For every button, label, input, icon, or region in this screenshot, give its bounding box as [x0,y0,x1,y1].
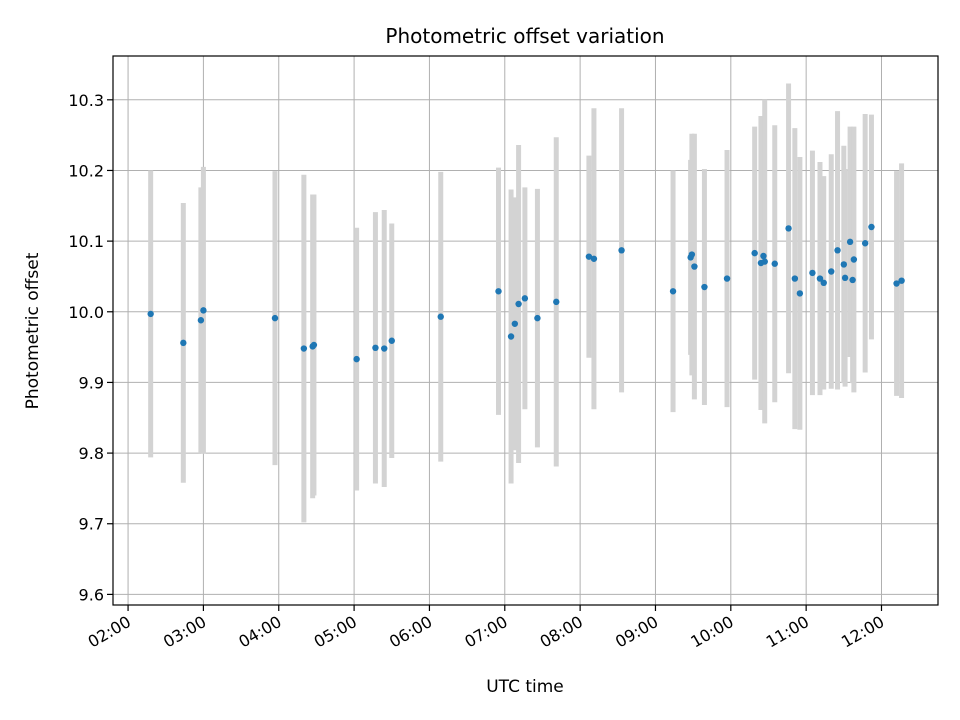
data-point [691,263,698,270]
data-points [147,223,905,363]
x-tick-label: 04:00 [235,612,284,652]
x-tick-label: 09:00 [612,612,661,652]
x-tick-label: 03:00 [160,612,209,652]
data-point [618,247,625,254]
data-point [841,274,849,282]
data-point [388,337,395,344]
x-tick-label: 06:00 [386,612,435,652]
x-tick-label: 08:00 [537,612,586,652]
y-tick-label: 10.2 [68,161,104,180]
data-point [816,275,824,282]
data-point [437,313,444,320]
x-tick-label: 11:00 [763,612,812,652]
data-point [791,275,799,282]
data-point [197,317,205,324]
data-point [850,256,858,263]
data-point [200,307,207,314]
data-point [898,277,905,284]
y-tick-label: 9.8 [79,444,104,463]
data-point [495,288,502,295]
data-point [372,344,379,352]
x-tick-label: 02:00 [85,612,134,652]
y-tick-label: 9.6 [79,585,104,604]
data-point [846,238,854,246]
data-point [353,355,360,363]
data-point [521,295,529,302]
data-point [834,247,841,254]
data-point [796,290,804,297]
error-bars [148,83,905,523]
data-point [723,275,731,282]
data-point [590,255,598,262]
chart-title: Photometric offset variation [385,24,664,48]
data-point [760,252,767,260]
data-point [585,253,593,260]
x-tick-label: 10:00 [687,612,736,652]
data-point [840,261,848,268]
x-tick-label: 05:00 [311,612,360,652]
data-point [701,283,708,291]
data-point [180,339,187,347]
data-point [761,258,768,265]
y-tick-label: 10.0 [68,303,104,322]
data-point [751,249,758,257]
plot-frame [112,55,939,606]
data-point [688,251,696,258]
data-point [300,345,308,352]
x-axis-label: UTC time [486,677,564,697]
data-point [310,341,318,349]
data-point [553,298,560,306]
data-point [820,279,827,287]
data-point [809,269,816,277]
data-point [893,280,900,287]
y-axis-label: Photometric offset [23,252,43,409]
data-point [669,288,677,295]
x-tick-label: 12:00 [838,612,887,652]
data-point [511,320,519,327]
data-point [381,345,388,352]
data-point [771,260,778,267]
x-tick-label: 07:00 [461,612,510,652]
data-point [271,314,279,322]
data-point [849,276,856,284]
data-point [828,268,835,275]
y-tick-label: 10.1 [68,232,104,251]
data-point [785,225,792,232]
data-point [147,310,154,318]
data-point [534,314,541,322]
data-point [515,300,522,308]
data-point [861,240,869,247]
data-point [507,333,515,340]
y-tick-label: 9.7 [79,515,104,534]
data-point [868,223,875,231]
y-tick-label: 9.9 [79,373,104,392]
y-tick-label: 10.3 [68,91,104,110]
